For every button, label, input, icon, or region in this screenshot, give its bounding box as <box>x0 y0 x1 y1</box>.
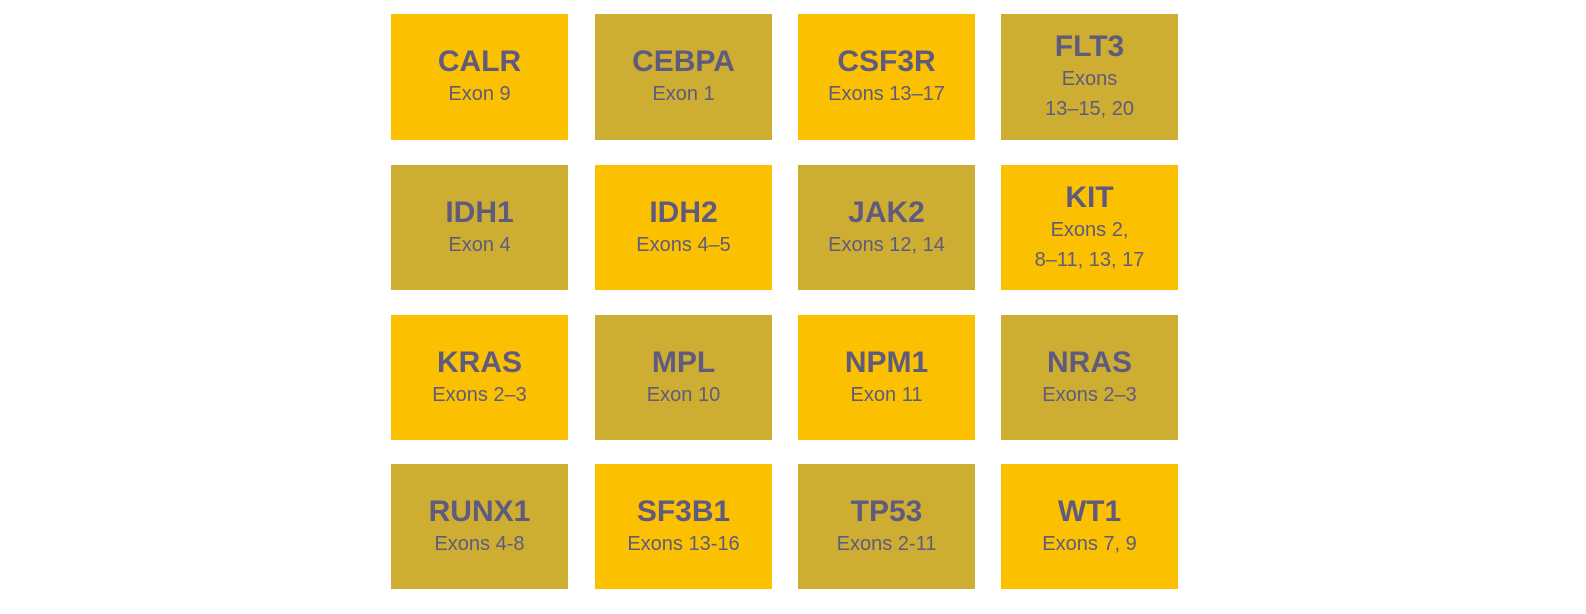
gene-tile: NPM1 Exon 11 <box>798 315 975 440</box>
exon-range: Exons 12, 14 <box>828 233 945 256</box>
exon-range: Exon 11 <box>850 383 923 406</box>
gene-tile: IDH1 Exon 4 <box>391 165 568 290</box>
exon-range: 8–11, 13, 17 <box>1034 248 1145 271</box>
gene-name: SF3B1 <box>636 494 731 528</box>
exon-range: Exons 2-11 <box>836 532 937 555</box>
gene-name: FLT3 <box>1054 30 1125 63</box>
exon-range: Exons 2–3 <box>432 383 527 406</box>
gene-tile: FLT3 Exons 13–15, 20 <box>1001 14 1178 140</box>
gene-tile: NRAS Exons 2–3 <box>1001 315 1178 440</box>
gene-name: RUNX1 <box>428 494 531 528</box>
exon-range: Exons 7, 9 <box>1042 532 1137 555</box>
exon-range: Exons <box>1061 68 1118 90</box>
exon-range: Exons 2, <box>1050 218 1129 241</box>
gene-name: KIT <box>1065 180 1114 214</box>
exon-range: Exons 13-16 <box>627 532 740 555</box>
gene-tile: MPL Exon 10 <box>595 315 772 440</box>
gene-name: JAK2 <box>848 195 925 229</box>
gene-tile: KIT Exons 2, 8–11, 13, 17 <box>1001 165 1178 290</box>
gene-name: WT1 <box>1057 494 1122 528</box>
gene-tile: SF3B1 Exons 13-16 <box>595 464 772 589</box>
gene-name: CALR <box>437 45 522 78</box>
exon-range: Exon 1 <box>652 83 715 105</box>
gene-name: NRAS <box>1046 345 1132 379</box>
exon-range: Exon 10 <box>646 383 721 406</box>
gene-tile: CEBPA Exon 1 <box>595 14 772 140</box>
exon-range: Exons 2–3 <box>1042 383 1137 406</box>
gene-tile: TP53 Exons 2-11 <box>798 464 975 589</box>
gene-tile: CALR Exon 9 <box>391 14 568 140</box>
gene-name: MPL <box>651 345 716 379</box>
exon-range: Exons 4–5 <box>636 233 731 256</box>
exon-range: Exons 4-8 <box>434 532 525 555</box>
exon-range: Exon 4 <box>448 233 511 256</box>
gene-name: CSF3R <box>837 45 936 78</box>
exon-range: 13–15, 20 <box>1045 98 1134 120</box>
gene-name: IDH1 <box>445 195 514 229</box>
gene-tile: IDH2 Exons 4–5 <box>595 165 772 290</box>
gene-name: KRAS <box>436 345 522 379</box>
gene-tile: KRAS Exons 2–3 <box>391 315 568 440</box>
gene-name: CEBPA <box>632 45 735 78</box>
exon-range: Exons 13–17 <box>828 83 945 105</box>
gene-name: TP53 <box>850 494 923 528</box>
gene-name: IDH2 <box>649 195 718 229</box>
gene-tile: RUNX1 Exons 4-8 <box>391 464 568 589</box>
gene-tile: JAK2 Exons 12, 14 <box>798 165 975 290</box>
exon-range: Exon 9 <box>448 83 511 105</box>
gene-tile: WT1 Exons 7, 9 <box>1001 464 1178 589</box>
gene-name: NPM1 <box>844 345 929 379</box>
gene-tile: CSF3R Exons 13–17 <box>798 14 975 140</box>
